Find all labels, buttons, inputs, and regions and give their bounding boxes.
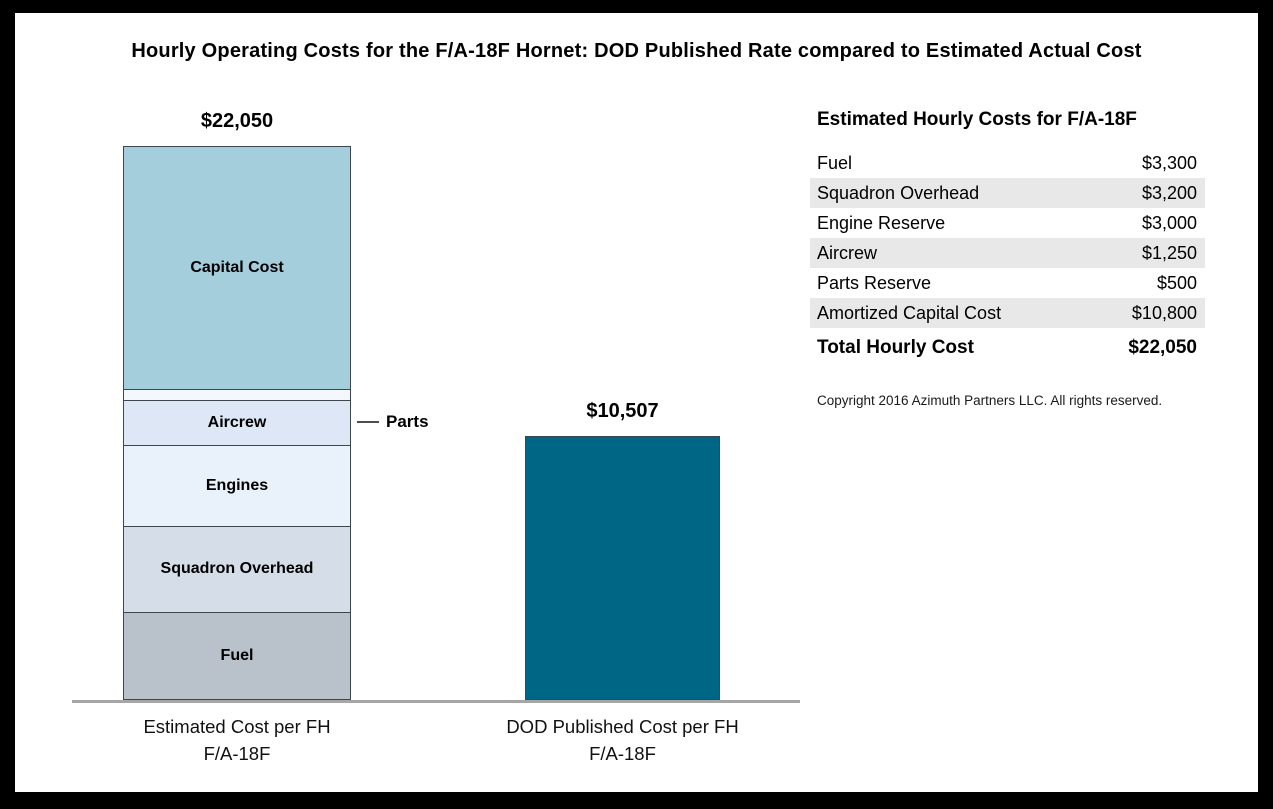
bar-total-label-dod: $10,507 [586,400,659,422]
bar-segment-fuel: Fuel [124,611,350,699]
x-axis-label-line: F/A-18F [589,743,656,764]
copyright-note: Copyright 2016 Azimuth Partners LLC. All… [817,393,1163,408]
table-row-label: Engine Reserve [817,212,946,233]
x-axis-label-dod: DOD Published Cost per FH F/A-18F [413,713,833,767]
x-axis-label-line: Estimated Cost per FH [143,716,331,737]
bar-segment-capital-cost: Capital Cost [124,147,350,389]
bar-segment-engines: Engines [124,445,350,527]
segment-label: Aircrew [207,414,267,432]
cost-table-rows: Fuel $3,300 Squadron Overhead $3,200 Engine … [810,148,1205,328]
bar-segment-dod-published-rate [526,437,719,699]
bar-segment-parts [124,388,350,401]
total-row-value: $22,050 [1128,337,1197,358]
table-row-value: $3,200 [1141,182,1197,203]
report-page: Hourly Operating Costs for the F/A-18F H… [15,13,1258,792]
x-axis-label-line: DOD Published Cost per FH [506,716,739,737]
table-row: Fuel $3,300 [810,148,1205,178]
bar-segment-squadron-overhead: Squadron Overhead [124,526,350,612]
table-row: Aircrew $1,250 [810,238,1205,268]
segment-label: Capital Cost [190,258,284,276]
table-row-value: $3,000 [1141,212,1197,233]
x-axis-label-line: F/A-18F [203,743,271,764]
bar-total-label-estimated: $22,050 [200,110,274,132]
parts-callout: Parts [357,412,429,432]
table-row-label: Aircrew [817,242,878,263]
total-row: Total Hourly Cost $22,050 [810,333,1205,363]
table-row-value: $500 [1156,272,1197,293]
table-row: Engine Reserve $3,000 [810,208,1205,238]
chart-title: Hourly Operating Costs for the F/A-18F H… [131,40,1142,62]
bar-estimated: Fuel Squadron Overhead Engines Aircrew Capit… [123,146,351,700]
x-axis-label-estimated: Estimated Cost per FH F/A-18F [27,713,447,767]
table-row-value: $10,800 [1131,302,1197,323]
cost-table-title: Estimated Hourly Costs for F/A-18F [817,109,1137,130]
segment-label: Fuel [220,646,254,664]
table-row-label: Squadron Overhead [817,182,980,203]
table-row-label: Parts Reserve [817,272,932,293]
table-row-label: Fuel [817,152,853,173]
table-row: Squadron Overhead $3,200 [810,178,1205,208]
callout-label: Parts [386,412,429,431]
total-row-label: Total Hourly Cost [817,337,974,358]
table-row-value: $3,300 [1141,152,1197,173]
segment-label: Squadron Overhead [160,560,314,578]
table-row-label: Amortized Capital Cost [817,302,1002,323]
bar-dod [525,436,720,700]
table-row: Parts Reserve $500 [810,268,1205,298]
x-axis-baseline [72,700,800,703]
bar-segment-aircrew: Aircrew [124,400,350,446]
table-row-value: $1,250 [1141,242,1197,263]
table-row: Amortized Capital Cost $10,800 [810,298,1205,328]
segment-label: Engines [205,477,269,495]
callout-line [357,421,379,423]
